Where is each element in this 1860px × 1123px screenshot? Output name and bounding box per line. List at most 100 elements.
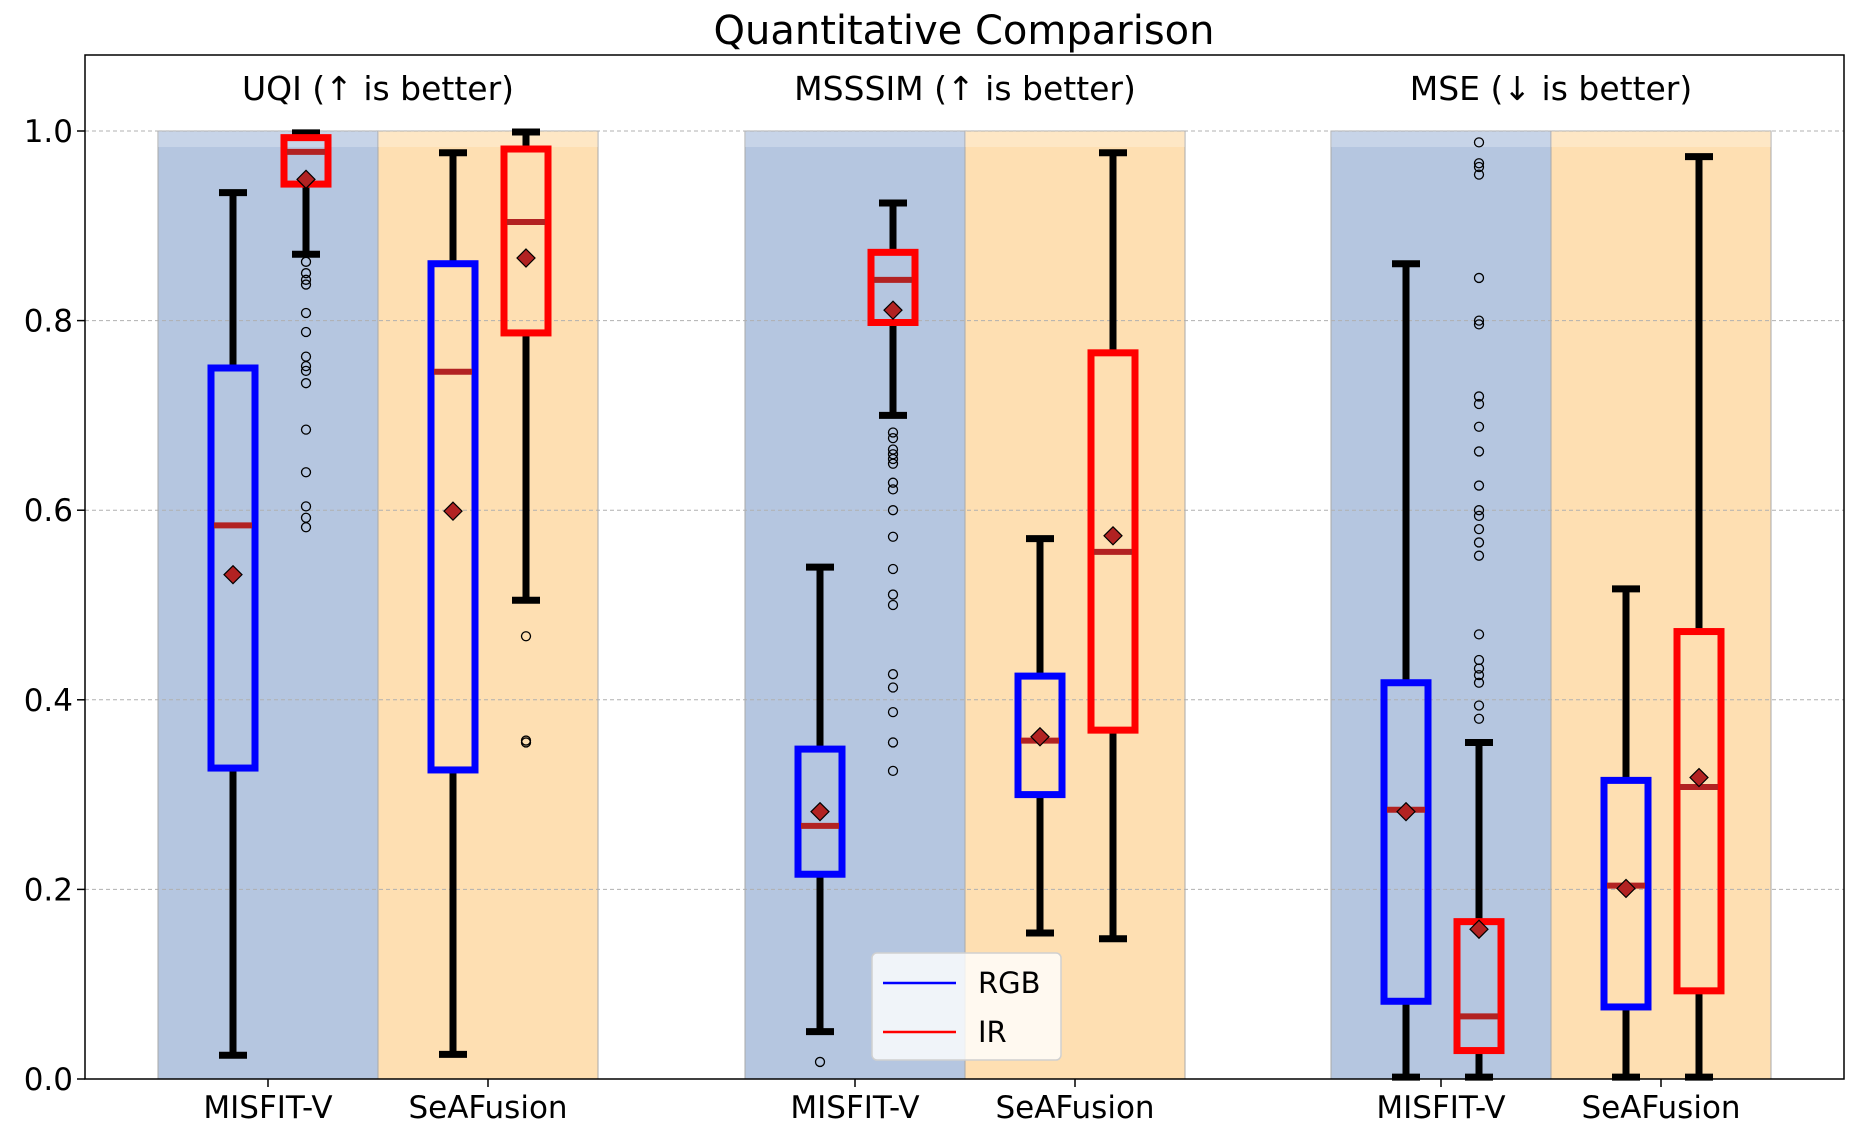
box-ir [1087,149,1139,943]
box-body [867,248,919,326]
box-ir [280,129,332,533]
box-rgb [1014,535,1066,937]
method-background [744,130,966,1080]
outlier-point [1473,480,1485,491]
method-background-top-band [965,131,1185,147]
outlier-point [887,505,899,516]
chart-title: Quantitative Comparison [714,8,1215,54]
box-ir [1453,137,1505,1081]
outlier-point [1473,319,1485,330]
box-ir [500,128,552,748]
box-rgb [207,189,259,1059]
method-backgrounds [157,130,1772,1080]
x-tick-label: MISFIT-V [1376,1090,1505,1123]
box-rgb [1380,260,1432,1081]
method-background-top-band [158,131,378,147]
box-body [207,364,259,772]
mean-marker [516,248,536,268]
x-tick-label: MISFIT-V [790,1090,919,1123]
box-body [1380,679,1432,1005]
outlier-point [300,326,312,338]
y-gridlines [85,130,1844,890]
method-background [964,130,1186,1080]
box-body [1600,776,1652,1011]
metric-label: UQI (↑ is better) [242,69,514,108]
method-background [377,130,599,1080]
outlier-point [300,279,312,290]
box-series [207,128,1725,1081]
method-background-top-band [745,131,965,147]
outlier-point [887,453,899,465]
outlier-point [1473,700,1485,711]
outlier-point [1473,550,1485,561]
outlier-point [1473,315,1485,326]
outlier-point [300,307,312,319]
y-tick-label: 0.0 [24,1062,73,1098]
method-background [1330,130,1552,1080]
mean-marker [1103,525,1123,546]
outlier-point [887,484,899,495]
mean-marker [883,300,903,321]
mean-marker [1469,919,1489,940]
outlier-point [1473,446,1485,457]
outlier-point [1473,510,1485,522]
outlier-point [300,360,312,372]
outlier-point [1473,537,1485,548]
outlier-point [1473,505,1485,516]
outlier-point [300,467,312,478]
method-background-top-band [1551,131,1771,147]
mean-marker [1616,878,1636,899]
metric-labels: UQI (↑ is better) MSSSIM (↑ is better) MSE… [242,69,1692,108]
outlier-point [887,433,899,444]
outlier-point [1473,663,1485,674]
outlier-point [1473,158,1485,169]
outlier-point [1473,713,1485,724]
outlier-point [814,1056,826,1068]
outlier-point [887,531,899,542]
box-body [427,260,479,774]
outlier-point [520,631,532,642]
mean-marker [1689,767,1709,788]
box-body [794,745,846,878]
mean-marker [1030,726,1050,747]
method-background-top-band [1331,131,1551,147]
mean-marker [223,564,243,585]
y-tick-label: 0.8 [24,304,73,340]
box-ir [867,199,919,777]
method-background [157,130,379,1080]
outlier-point [1473,677,1485,688]
y-tick-label: 0.4 [24,683,73,719]
plot-frame [84,54,1845,1080]
x-tick-label: SeAFusion [408,1090,567,1123]
outlier-point [520,737,532,748]
box-body [1673,628,1725,995]
method-background [1550,130,1772,1080]
outlier-point [1473,670,1485,681]
outlier-point [1473,391,1485,402]
x-tick-label: SeAFusion [1581,1090,1740,1123]
box-body [500,145,552,337]
outlier-point [887,682,899,693]
outlier-point [1473,161,1485,173]
method-background-top-band [378,131,598,147]
outlier-point [887,706,899,718]
outlier-point [1473,421,1485,432]
mean-marker [1396,801,1416,822]
legend: RGB IR [871,952,1062,1061]
mean-marker [443,501,463,521]
x-tick-label: MISFIT-V [203,1090,332,1123]
x-tick-label: SeAFusion [995,1090,1154,1123]
outlier-point [300,522,312,533]
outlier-point [1473,137,1485,148]
outlier-point [887,589,899,600]
outlier-point [887,765,899,777]
axis-ticks: 0.0 0.2 0.4 0.6 0.8 1.0 MISFIT-V SeAFusion MISFI… [24,114,1741,1123]
box-ir [1673,153,1725,1081]
outlier-point [1473,398,1485,410]
y-tick-label: 0.6 [24,493,73,529]
box-rgb [1600,585,1652,1081]
outlier-point [300,501,312,512]
y-tick-label: 1.0 [24,114,73,150]
outlier-point [887,669,899,680]
